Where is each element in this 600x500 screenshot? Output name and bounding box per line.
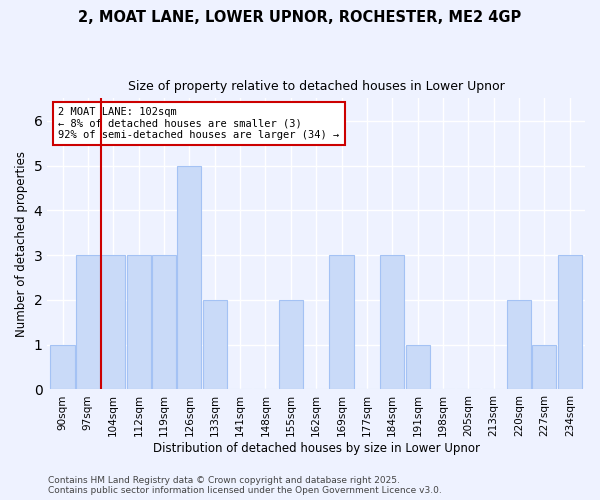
Bar (380, 255, 404, 390)
X-axis label: Distribution of detached houses by size in Lower Upnor: Distribution of detached houses by size … (152, 442, 479, 455)
Text: 2 MOAT LANE: 102sqm
← 8% of detached houses are smaller (3)
92% of semi-detached: 2 MOAT LANE: 102sqm ← 8% of detached hou… (58, 107, 339, 140)
Bar (127, 255, 151, 390)
Bar (279, 300, 303, 390)
Bar (152, 255, 176, 390)
Bar (101, 255, 125, 390)
Bar (203, 300, 227, 390)
Bar (558, 255, 582, 390)
Title: Size of property relative to detached houses in Lower Upnor: Size of property relative to detached ho… (128, 80, 505, 93)
Text: Contains HM Land Registry data © Crown copyright and database right 2025.
Contai: Contains HM Land Registry data © Crown c… (48, 476, 442, 495)
Bar (50, 344, 74, 390)
Bar (406, 344, 430, 390)
Bar (329, 255, 353, 390)
Bar (177, 166, 202, 390)
Bar (507, 300, 531, 390)
Text: 2, MOAT LANE, LOWER UPNOR, ROCHESTER, ME2 4GP: 2, MOAT LANE, LOWER UPNOR, ROCHESTER, ME… (79, 10, 521, 25)
Bar (76, 255, 100, 390)
Y-axis label: Number of detached properties: Number of detached properties (15, 151, 28, 337)
Bar (532, 344, 556, 390)
